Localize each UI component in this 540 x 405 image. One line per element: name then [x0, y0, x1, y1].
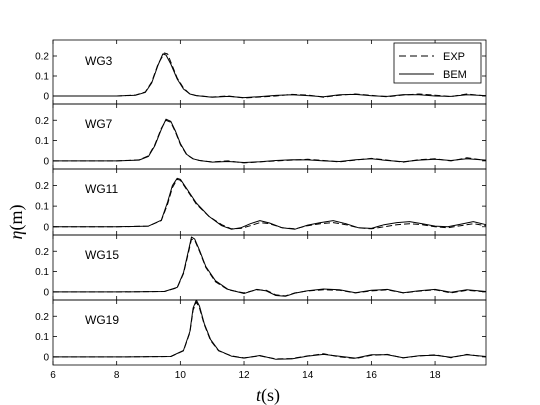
- y-tick-label-wg15: 0.2: [35, 247, 49, 258]
- series-bem-wg19: [53, 299, 487, 360]
- x-axis-ticks: 6 8 10 12 14 16 18: [50, 370, 441, 381]
- panel-label-wg7: WG7: [85, 117, 113, 131]
- series-bem-wg3: [53, 53, 487, 99]
- panel-label-wg3: WG3: [85, 54, 113, 68]
- x-axis-label-unit: (s): [261, 385, 280, 405]
- y-tick-label-wg15: 0.1: [35, 267, 49, 278]
- y-tick-label-wg11: 0.2: [35, 181, 49, 192]
- y-axis-label-unit: (m): [6, 205, 27, 231]
- panel-frame-wg19: [52, 299, 487, 366]
- y-axis-label: η(m): [6, 205, 27, 240]
- panel-wg15: 0 0.1 0.2 WG15: [35, 234, 487, 301]
- legend: EXP BEM: [393, 42, 482, 84]
- panel-frame-wg11: [52, 168, 487, 236]
- series-exp-wg19: [53, 301, 487, 360]
- panel-wg11: 0 0.1 0.2 WG11: [35, 168, 487, 236]
- panel-wg19: 0 0.1 0.2 WG19: [35, 299, 487, 366]
- x-tick-label: 6: [50, 370, 56, 381]
- y-tick-label-wg7: 0: [43, 156, 49, 167]
- y-tick-label-wg3: 0.1: [35, 72, 49, 83]
- y-tick-label-wg15: 0: [43, 287, 49, 298]
- y-tick-label-wg11: 0.1: [35, 202, 49, 213]
- y-tick-label-wg19: 0.2: [35, 312, 49, 323]
- legend-label-bem: BEM: [443, 69, 467, 81]
- panel-label-wg11: WG11: [85, 182, 118, 196]
- x-tick-label: 14: [302, 370, 314, 381]
- y-tick-label-wg7: 0.2: [35, 116, 49, 127]
- panel-label-wg15: WG15: [85, 248, 119, 262]
- x-tick-label: 8: [114, 370, 120, 381]
- y-tick-label-wg3: 0: [43, 92, 49, 103]
- series-bem-wg15: [53, 236, 487, 297]
- x-axis-label: t(s): [256, 385, 280, 405]
- legend-label-exp: EXP: [443, 51, 465, 63]
- y-tick-label-wg19: 0.1: [35, 332, 49, 343]
- panels-group: 0 0.1 0.2 WG3 0 0.1 0.2 WG7 0 0.1 0.2 WG11 0 0.1 0.2 WG…: [35, 39, 487, 366]
- y-axis-label-var: η: [6, 230, 26, 239]
- x-tick-label: 12: [238, 370, 250, 381]
- series-exp-wg7: [53, 119, 487, 164]
- y-tick-label-wg11: 0: [43, 222, 49, 233]
- x-tick-label: 18: [429, 370, 441, 381]
- x-tick-label: 10: [175, 370, 187, 381]
- x-axis-label-var: t: [256, 385, 262, 405]
- y-tick-label-wg3: 0.2: [35, 52, 49, 63]
- x-tick-label: 16: [366, 370, 378, 381]
- y-tick-label-wg19: 0: [43, 352, 49, 363]
- panel-label-wg19: WG19: [85, 313, 119, 327]
- series-bem-wg7: [53, 118, 487, 163]
- y-tick-label-wg7: 0.1: [35, 136, 49, 147]
- legend-box: [393, 42, 482, 84]
- series-bem-wg11: [53, 177, 487, 230]
- panel-wg7: 0 0.1 0.2 WG7: [35, 103, 487, 170]
